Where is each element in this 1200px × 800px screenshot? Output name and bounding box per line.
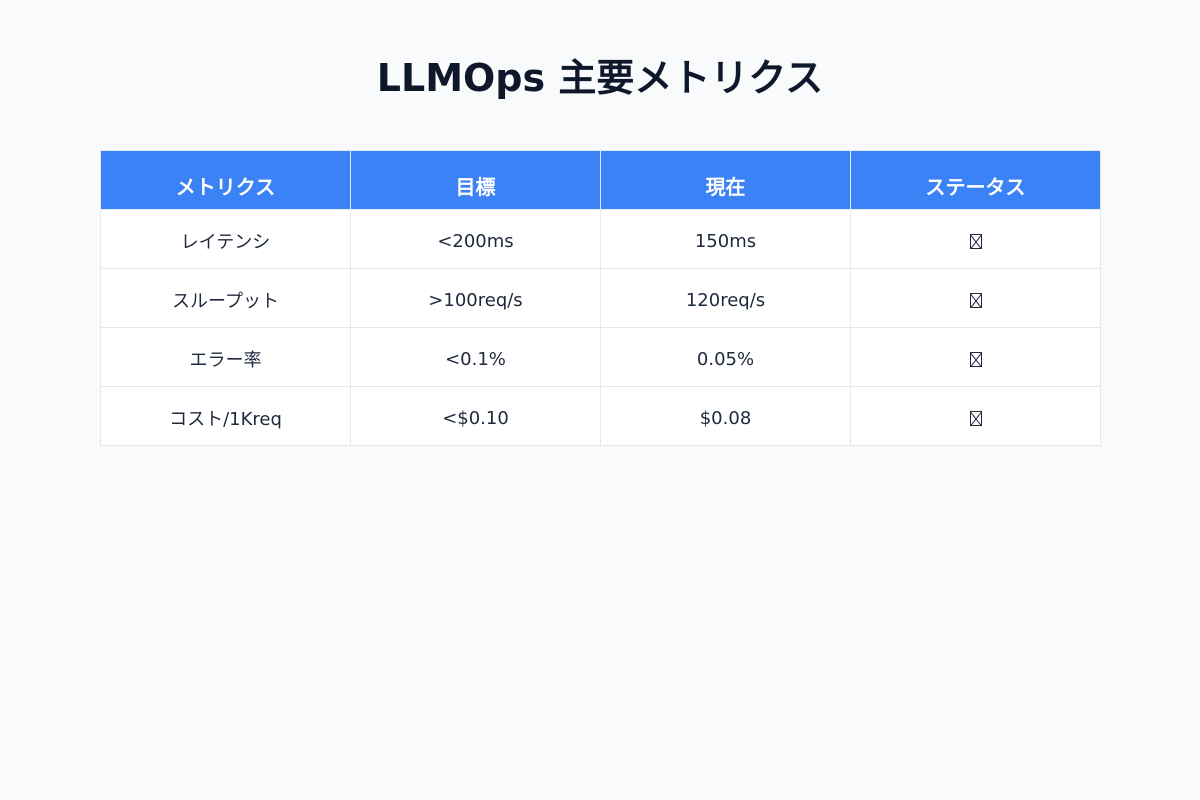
table-row: スループット >100req/s 120req/s [100,268,1101,328]
target-cell: <$0.10 [350,386,601,446]
missing-glyph-icon [969,352,982,367]
current-cell: 150ms [600,209,851,269]
metric-cell: コスト/1Kreq [100,386,351,446]
current-cell: 120req/s [600,268,851,328]
current-cell: 0.05% [600,327,851,387]
status-cell [850,268,1101,328]
status-cell [850,386,1101,446]
column-header-current: 現在 [600,150,851,210]
column-header-status: ステータス [850,150,1101,210]
missing-glyph-icon [969,411,982,426]
table-row: エラー率 <0.1% 0.05% [100,327,1101,387]
target-cell: >100req/s [350,268,601,328]
metric-cell: エラー率 [100,327,351,387]
column-header-metric: メトリクス [100,150,351,210]
header-row: メトリクス 目標 現在 ステータス [100,150,1101,210]
current-cell: $0.08 [600,386,851,446]
table-body: レイテンシ <200ms 150ms スループット >100req/s 120r… [100,209,1101,446]
metric-cell: レイテンシ [100,209,351,269]
missing-glyph-icon [969,234,982,249]
column-header-target: 目標 [350,150,601,210]
page-title: LLMOps 主要メトリクス [376,56,824,100]
table-row: コスト/1Kreq <$0.10 $0.08 [100,386,1101,446]
status-cell [850,327,1101,387]
table-row: レイテンシ <200ms 150ms [100,209,1101,269]
metrics-table: メトリクス 目標 現在 ステータス レイテンシ <200ms 150ms スルー… [100,150,1101,446]
status-cell [850,209,1101,269]
target-cell: <0.1% [350,327,601,387]
metric-cell: スループット [100,268,351,328]
target-cell: <200ms [350,209,601,269]
table-header: メトリクス 目標 現在 ステータス [100,150,1101,210]
missing-glyph-icon [969,293,982,308]
